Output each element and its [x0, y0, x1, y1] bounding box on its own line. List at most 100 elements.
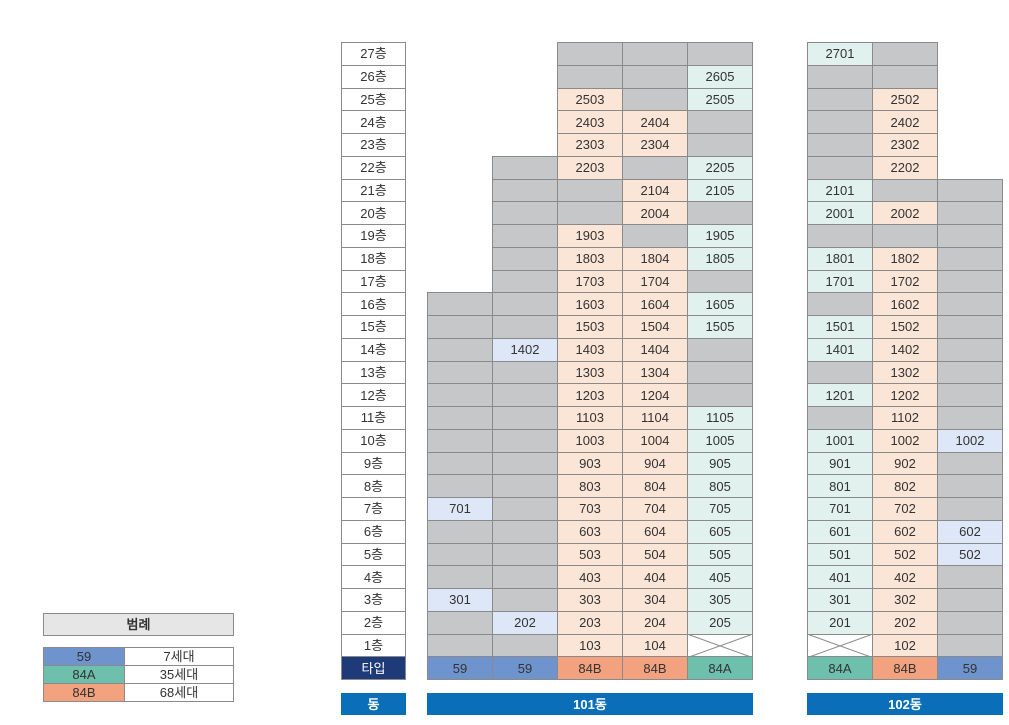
unit-cell: 1805 [687, 246, 753, 271]
unit-cell: 2203 [557, 155, 623, 180]
unavailable-unit-cell [937, 497, 1003, 521]
unavailable-unit-cell [687, 133, 753, 157]
unit-cell: 1202 [872, 383, 938, 407]
unit-cell: 1001 [807, 428, 873, 453]
unit-cell: 903 [557, 451, 623, 476]
unit-cell: 505 [687, 542, 753, 567]
unit-cell: 404 [622, 565, 688, 589]
unit-cell: 401 [807, 565, 873, 589]
type-header-label: 타입 [341, 656, 406, 680]
unavailable-unit-cell [687, 337, 753, 362]
unavailable-unit-cell [622, 87, 688, 112]
unavailable-unit-cell [937, 451, 1003, 476]
unit-cell: 303 [557, 588, 623, 612]
unavailable-unit-cell [807, 292, 873, 316]
unit-cell: 504 [622, 542, 688, 567]
unit-cell: 204 [622, 610, 688, 635]
unit-cell: 103 [557, 633, 623, 658]
unavailable-unit-cell [687, 269, 753, 294]
floor-label: 6층 [341, 519, 406, 544]
unit-cell: 604 [622, 519, 688, 544]
unit-cell: 1004 [622, 428, 688, 453]
unit-cell: 1402 [872, 337, 938, 362]
unit-cell: 701 [807, 497, 873, 521]
unit-cell: 2701 [807, 42, 873, 66]
unit-cell: 2605 [687, 64, 753, 89]
unit-type-header: 84A [687, 656, 753, 680]
floor-label: 23층 [341, 133, 406, 157]
unavailable-unit-cell [492, 383, 558, 407]
unit-cell: 2502 [872, 87, 938, 112]
unit-type-header: 84B [622, 656, 688, 680]
floor-label: 17층 [341, 269, 406, 294]
unit-cell: 1201 [807, 383, 873, 407]
unit-cell: 202 [872, 610, 938, 635]
unit-cell: 2104 [622, 178, 688, 203]
legend-title: 범례 [43, 613, 234, 636]
unavailable-unit-cell [937, 269, 1003, 294]
floor-label: 9층 [341, 451, 406, 476]
unavailable-unit-cell [937, 383, 1003, 407]
unit-cell: 1905 [687, 224, 753, 248]
unit-cell: 2001 [807, 201, 873, 225]
unit-cell: 1002 [937, 428, 1003, 453]
floor-label: 20층 [341, 201, 406, 225]
unit-cell: 2304 [622, 133, 688, 157]
unavailable-unit-cell [937, 588, 1003, 612]
unavailable-unit-cell [687, 42, 753, 66]
unavailable-unit-cell [937, 337, 1003, 362]
unavailable-unit-cell [807, 133, 873, 157]
unavailable-unit-cell [492, 178, 558, 203]
unavailable-unit-cell [622, 42, 688, 66]
unit-cell: 1002 [872, 428, 938, 453]
floor-label: 2층 [341, 610, 406, 635]
unavailable-unit-cell [807, 87, 873, 112]
unavailable-unit-cell [557, 201, 623, 225]
unavailable-unit-cell [807, 155, 873, 180]
unavailable-unit-cell [557, 178, 623, 203]
unit-cell: 1104 [622, 406, 688, 430]
unit-cell: 605 [687, 519, 753, 544]
unavailable-unit-cell [937, 201, 1003, 225]
unit-cell: 1302 [872, 360, 938, 385]
unit-cell: 1605 [687, 292, 753, 316]
unavailable-unit-cell [427, 519, 493, 544]
unit-cell: 502 [937, 542, 1003, 567]
unavailable-unit-cell [492, 292, 558, 316]
unavailable-unit-cell [937, 474, 1003, 498]
unit-cell: 803 [557, 474, 623, 498]
unit-cell: 1204 [622, 383, 688, 407]
unavailable-unit-cell [872, 42, 938, 66]
unit-cell: 301 [427, 588, 493, 612]
unavailable-unit-cell [937, 224, 1003, 248]
unit-cell: 405 [687, 565, 753, 589]
unavailable-unit-cell [492, 269, 558, 294]
unit-cell: 2303 [557, 133, 623, 157]
unavailable-unit-cell [687, 383, 753, 407]
unit-type-header: 84B [557, 656, 623, 680]
unit-cell: 601 [807, 519, 873, 544]
unit-cell: 2403 [557, 110, 623, 134]
no-unit-cross-icon [687, 633, 753, 658]
unavailable-unit-cell [807, 224, 873, 248]
unavailable-unit-cell [872, 224, 938, 248]
unit-cell: 501 [807, 542, 873, 567]
unit-cell: 1404 [622, 337, 688, 362]
unit-cell: 2503 [557, 87, 623, 112]
unit-cell: 1303 [557, 360, 623, 385]
unavailable-unit-cell [872, 64, 938, 89]
unavailable-unit-cell [557, 42, 623, 66]
floor-label: 8층 [341, 474, 406, 498]
floor-label: 18층 [341, 246, 406, 271]
unit-cell: 902 [872, 451, 938, 476]
floor-label: 14층 [341, 337, 406, 362]
unavailable-unit-cell [937, 406, 1003, 430]
legend-type-59: 59 [43, 647, 125, 666]
unit-cell: 2402 [872, 110, 938, 134]
building-name-label: 102동 [807, 693, 1003, 715]
unit-type-header: 59 [427, 656, 493, 680]
unit-cell: 804 [622, 474, 688, 498]
unavailable-unit-cell [622, 64, 688, 89]
unit-type-header: 59 [937, 656, 1003, 680]
unit-cell: 1102 [872, 406, 938, 430]
